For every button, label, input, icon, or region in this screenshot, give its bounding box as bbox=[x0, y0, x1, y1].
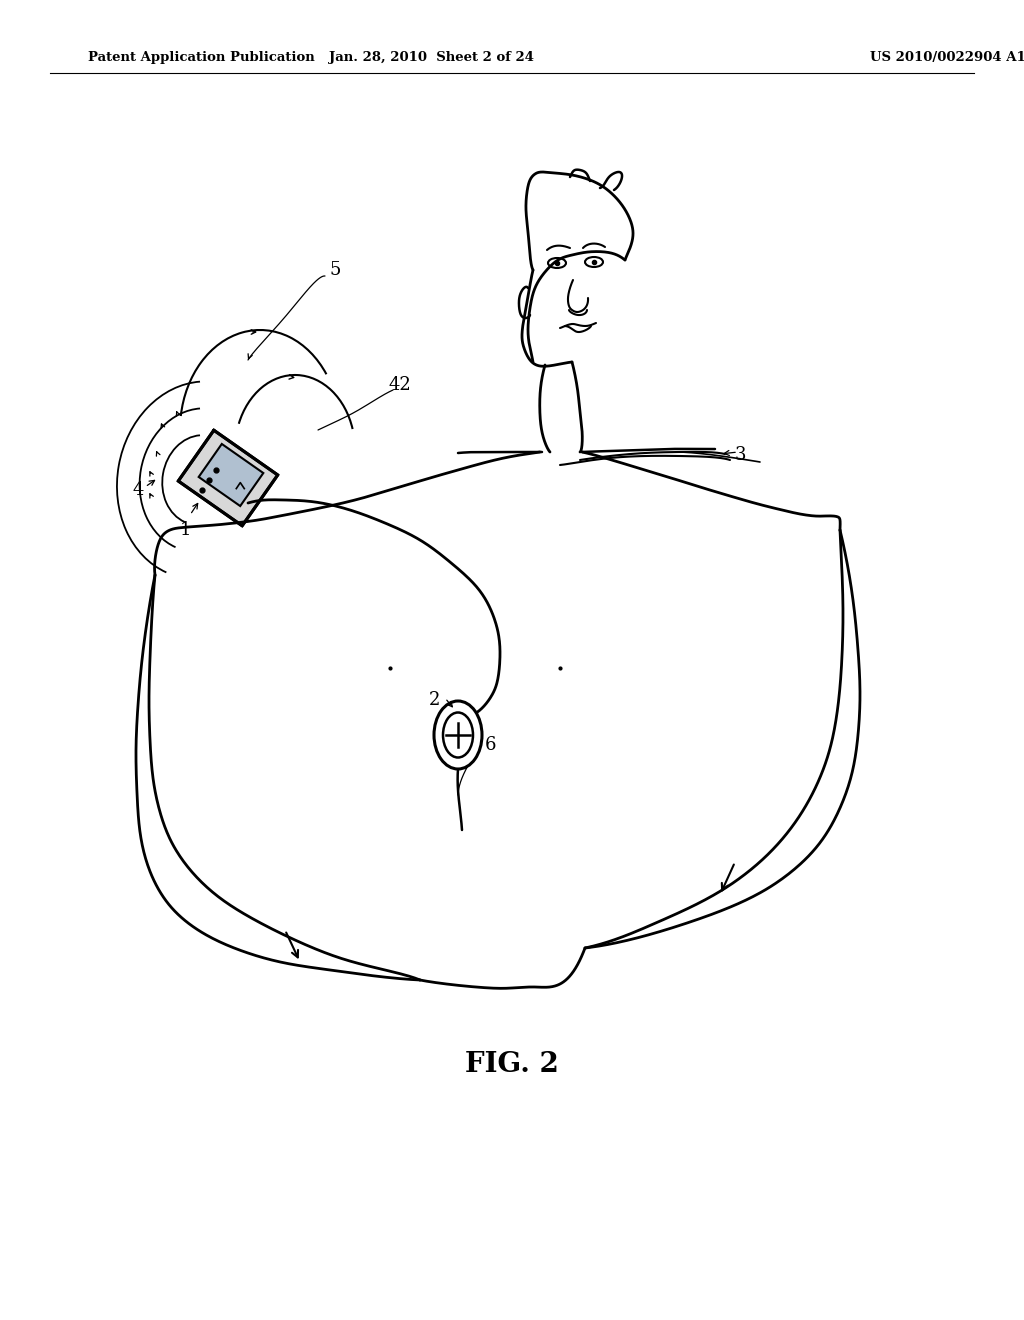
Polygon shape bbox=[178, 430, 278, 525]
Ellipse shape bbox=[434, 701, 482, 770]
Text: US 2010/0022904 A1: US 2010/0022904 A1 bbox=[870, 50, 1024, 63]
Text: 3: 3 bbox=[734, 446, 745, 465]
Text: Patent Application Publication: Patent Application Publication bbox=[88, 50, 314, 63]
Text: 5: 5 bbox=[330, 261, 341, 279]
Text: 4: 4 bbox=[132, 480, 143, 499]
Polygon shape bbox=[199, 444, 263, 506]
Text: 42: 42 bbox=[389, 376, 412, 393]
Text: Jan. 28, 2010  Sheet 2 of 24: Jan. 28, 2010 Sheet 2 of 24 bbox=[330, 50, 535, 63]
Text: FIG. 2: FIG. 2 bbox=[465, 1052, 559, 1078]
Text: 2: 2 bbox=[429, 690, 440, 709]
Text: 6: 6 bbox=[484, 737, 496, 754]
Text: 1: 1 bbox=[179, 521, 190, 539]
